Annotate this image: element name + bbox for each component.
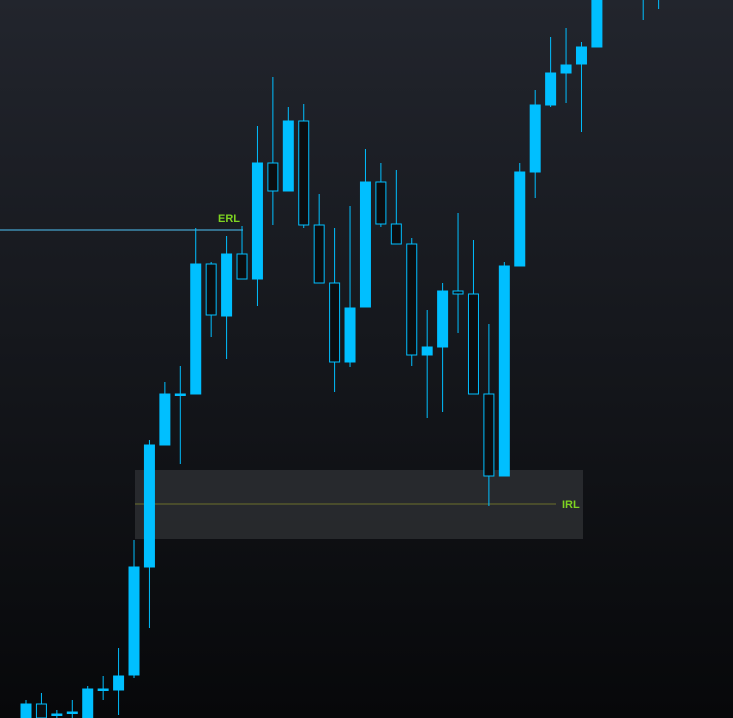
candle-body-up: [143, 444, 155, 568]
candle-body-up: [20, 703, 32, 718]
candle-body-down: [205, 263, 217, 316]
candle-body-up: [437, 290, 449, 348]
candle-body-up: [498, 265, 510, 477]
candle-body-up: [97, 688, 109, 691]
erl-label: ERL: [218, 213, 240, 225]
candle-body-up: [359, 181, 371, 308]
candle-body-up: [514, 171, 526, 267]
candle-body-up: [174, 393, 186, 396]
candle-body-down: [267, 162, 279, 192]
candle-body-up: [560, 64, 572, 74]
candle-body-up: [251, 162, 263, 280]
candle-body-down: [329, 282, 341, 363]
candle-body-down: [452, 290, 464, 295]
candle-body-down: [467, 293, 479, 395]
candle-body-up: [421, 346, 433, 356]
candle-body-down: [406, 243, 418, 356]
candle-body-down: [390, 223, 402, 245]
candle-body-down: [298, 120, 310, 226]
candle-body-up: [113, 675, 125, 691]
candle-body-up: [282, 120, 294, 192]
candle-body-up: [82, 688, 94, 718]
candle-body-down: [375, 181, 387, 225]
candle-body-up: [190, 263, 202, 395]
candle-body-up: [575, 46, 587, 65]
candle-body-up: [591, 0, 603, 48]
candle-body-up: [221, 253, 233, 317]
candle-body-down: [483, 393, 495, 477]
candle-body-down: [313, 224, 325, 284]
candle-body-up: [51, 713, 63, 716]
candle-body-up: [344, 307, 356, 363]
candle-body-down: [236, 253, 248, 280]
candle-body-up: [128, 566, 140, 676]
candle-body-up: [159, 393, 171, 446]
candle-body-up: [545, 72, 557, 106]
candle-body-down: [35, 703, 47, 718]
candle-body-up: [66, 711, 78, 714]
irl-label: IRL: [562, 499, 580, 511]
candle-body-up: [529, 104, 541, 173]
plot-area: IRL ERL: [0, 0, 660, 718]
